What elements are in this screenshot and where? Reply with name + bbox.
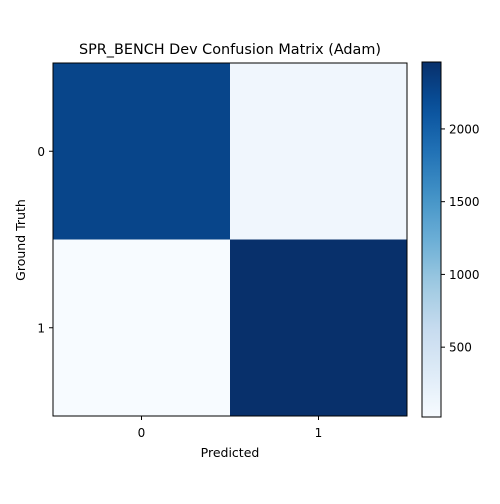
chart-title: SPR_BENCH Dev Confusion Matrix (Adam) bbox=[79, 42, 381, 58]
y-tick-label: 1 bbox=[37, 321, 45, 335]
colorbar-tick-label: 1500 bbox=[449, 195, 480, 209]
plot-frame bbox=[52, 62, 408, 417]
x-tick-label: 0 bbox=[138, 426, 146, 440]
x-axis-label: Predicted bbox=[201, 445, 260, 460]
colorbar-frame bbox=[421, 61, 442, 418]
y-axis-ticks: 01 bbox=[37, 145, 53, 335]
heatmap-cells bbox=[53, 63, 408, 417]
y-axis-label: Ground Truth bbox=[13, 199, 28, 281]
heatmap-cell-1-1 bbox=[230, 239, 408, 417]
colorbar-ticks: 500 1000 1500 2000 bbox=[441, 122, 480, 355]
heatmap-cell-0-0 bbox=[53, 63, 231, 240]
colorbar-tick-label: 500 bbox=[449, 341, 472, 355]
colorbar bbox=[422, 62, 441, 417]
heatmap-cell-1-0 bbox=[53, 239, 231, 417]
colorbar-tick-label: 2000 bbox=[449, 122, 480, 136]
y-tick-label: 0 bbox=[37, 145, 45, 159]
x-tick-label: 1 bbox=[315, 426, 323, 440]
heatmap-cell-0-1 bbox=[230, 63, 408, 240]
colorbar-tick-label: 1000 bbox=[449, 268, 480, 282]
